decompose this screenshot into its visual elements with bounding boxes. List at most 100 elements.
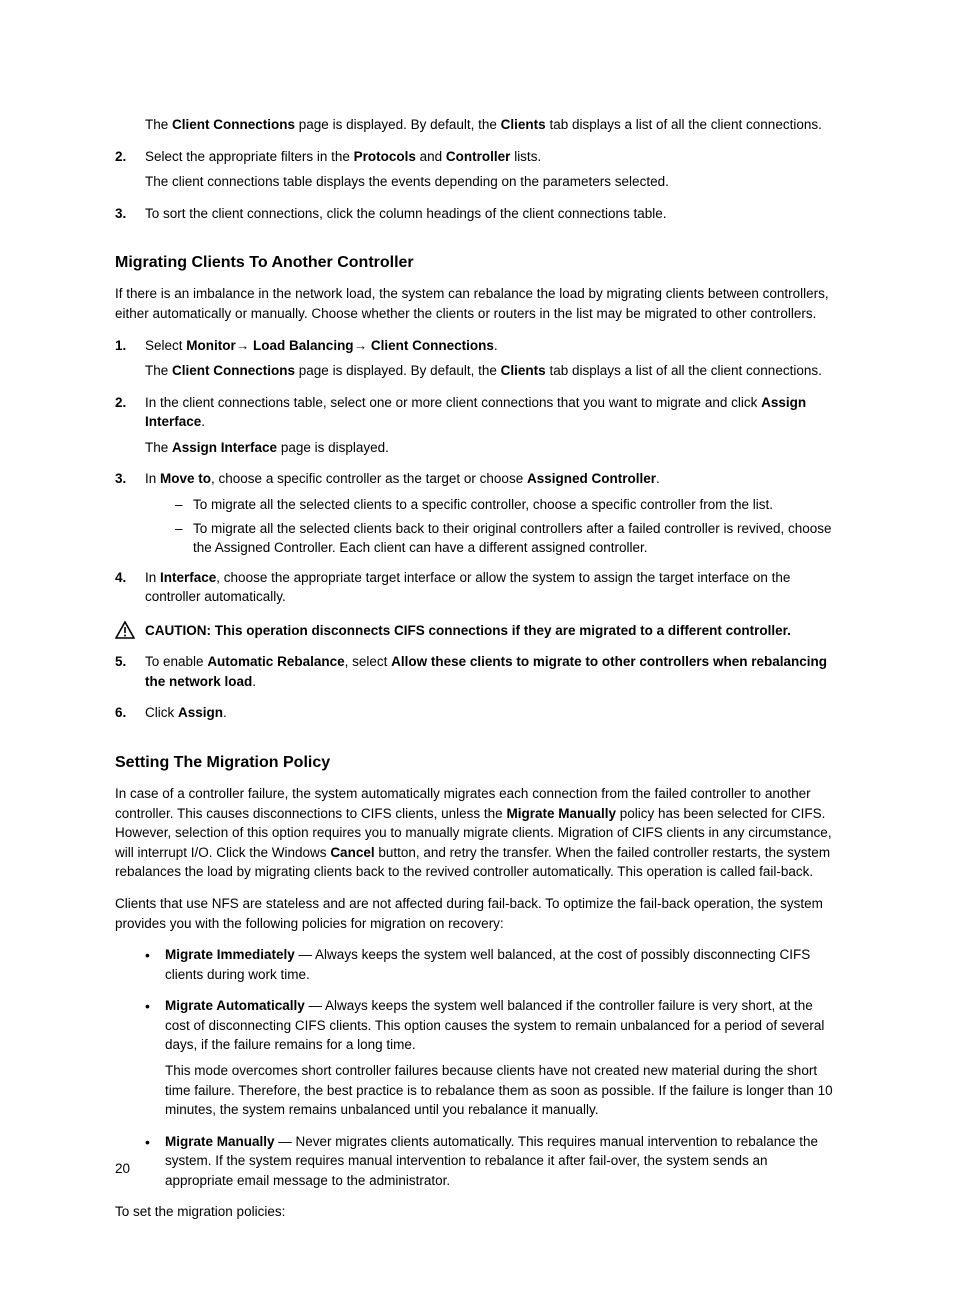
text-bold: Clients xyxy=(501,117,546,132)
text: The client connections table displays th… xyxy=(145,172,839,192)
dash-icon: – xyxy=(175,495,193,515)
text-bold: Clients xyxy=(501,363,546,378)
paragraph: To set the migration policies: xyxy=(115,1202,839,1222)
text-bold: Assign Interface xyxy=(172,440,277,455)
text-bold: Cancel xyxy=(330,845,374,860)
text: To sort the client connections, click th… xyxy=(145,204,839,224)
text-bold: Monitor xyxy=(186,338,236,353)
bullet-item: • Migrate Immediately — Always keeps the… xyxy=(115,945,839,990)
text: . xyxy=(656,471,660,486)
text-bold: Load Balancing xyxy=(253,338,354,353)
step-number: 2. xyxy=(115,393,145,464)
step-number: 3. xyxy=(115,469,145,561)
bullet-body: Migrate Manually — Never migrates client… xyxy=(165,1132,839,1197)
text: page is displayed. By default, the xyxy=(295,363,501,378)
step-body: To enable Automatic Rebalance, select Al… xyxy=(145,652,839,697)
step-number: 2. xyxy=(115,147,145,198)
arrow-icon: → xyxy=(236,338,253,353)
heading-migrating: Migrating Clients To Another Controller xyxy=(115,251,839,274)
step-body: To sort the client connections, click th… xyxy=(145,204,839,230)
mig-step-1: 1. Select Monitor→ Load Balancing→ Clien… xyxy=(115,336,839,387)
mig-step-6: 6. Click Assign. xyxy=(115,703,839,729)
dash-icon: – xyxy=(175,519,193,558)
text-bold: Assign xyxy=(178,705,223,720)
text-bold: Controller xyxy=(446,149,511,164)
sub-item: – To migrate all the selected clients to… xyxy=(175,495,839,515)
paragraph: Clients that use NFS are stateless and a… xyxy=(115,894,839,933)
bullet-item: • Migrate Manually — Never migrates clie… xyxy=(115,1132,839,1197)
step-continuation: The Client Connections page is displayed… xyxy=(115,115,839,141)
text: In xyxy=(145,471,160,486)
sub-list: – To migrate all the selected clients to… xyxy=(175,495,839,558)
text-bold: Migrate Immediately xyxy=(165,947,295,962)
text-bold: Migrate Manually xyxy=(506,806,616,821)
text: , choose the appropriate target interfac… xyxy=(145,570,790,605)
text-bold: Client Connections xyxy=(172,363,295,378)
text: tab displays a list of all the client co… xyxy=(546,363,822,378)
text: The xyxy=(145,117,172,132)
step-body: Select Monitor→ Load Balancing→ Client C… xyxy=(145,336,839,387)
caution-text: CAUTION: This operation disconnects CIFS… xyxy=(145,621,839,641)
text: Click xyxy=(145,705,178,720)
sub-item: – To migrate all the selected clients ba… xyxy=(175,519,839,558)
step-body: In Move to, choose a specific controller… xyxy=(145,469,839,561)
bullet-icon: • xyxy=(145,996,165,1125)
text: page is displayed. xyxy=(277,440,389,455)
step-number: 5. xyxy=(115,652,145,697)
step-2: 2. Select the appropriate filters in the… xyxy=(115,147,839,198)
text: and xyxy=(416,149,446,164)
step-number-blank xyxy=(115,115,145,141)
step-number: 1. xyxy=(115,336,145,387)
page-number: 20 xyxy=(115,1159,130,1179)
text-bold: Move to xyxy=(160,471,211,486)
arrow-icon: → xyxy=(354,338,371,353)
document-page: The Client Connections page is displayed… xyxy=(0,0,954,1294)
text: . xyxy=(252,674,256,689)
text-bold: Protocols xyxy=(354,149,416,164)
text: In the client connections table, select … xyxy=(145,395,761,410)
text: The xyxy=(145,363,172,378)
text: To migrate all the selected clients to a… xyxy=(193,495,773,515)
step-number: 4. xyxy=(115,568,145,613)
text: This mode overcomes short controller fai… xyxy=(165,1061,839,1120)
step-3: 3. To sort the client connections, click… xyxy=(115,204,839,230)
caution-icon xyxy=(115,621,139,645)
caution-note: CAUTION: This operation disconnects CIFS… xyxy=(115,621,839,645)
step-body: Click Assign. xyxy=(145,703,839,729)
text-bold: Migrate Manually xyxy=(165,1134,275,1149)
mig-step-3: 3. In Move to, choose a specific control… xyxy=(115,469,839,561)
text: . xyxy=(223,705,227,720)
text-bold: Interface xyxy=(160,570,216,585)
step-body: The Client Connections page is displayed… xyxy=(145,115,839,141)
text: To enable xyxy=(145,654,207,669)
mig-step-5: 5. To enable Automatic Rebalance, select… xyxy=(115,652,839,697)
text: The xyxy=(145,440,172,455)
text: lists. xyxy=(510,149,541,164)
text: , choose a specific controller as the ta… xyxy=(211,471,527,486)
mig-step-2: 2. In the client connections table, sele… xyxy=(115,393,839,464)
step-number: 6. xyxy=(115,703,145,729)
text: In xyxy=(145,570,160,585)
bullet-icon: • xyxy=(145,1132,165,1197)
text: tab displays a list of all the client co… xyxy=(546,117,822,132)
bullet-body: Migrate Automatically — Always keeps the… xyxy=(165,996,839,1125)
text-bold: Client Connections xyxy=(371,338,494,353)
text-bold: Migrate Automatically xyxy=(165,998,305,1013)
heading-policy: Setting The Migration Policy xyxy=(115,751,839,774)
step-body: In the client connections table, select … xyxy=(145,393,839,464)
paragraph: If there is an imbalance in the network … xyxy=(115,284,839,323)
text: page is displayed. By default, the xyxy=(295,117,501,132)
text: . xyxy=(201,414,205,429)
bullet-item: • Migrate Automatically — Always keeps t… xyxy=(115,996,839,1125)
step-body: In Interface, choose the appropriate tar… xyxy=(145,568,839,613)
bullet-body: Migrate Immediately — Always keeps the s… xyxy=(165,945,839,990)
text: Select xyxy=(145,338,186,353)
text-bold: Assigned Controller xyxy=(527,471,656,486)
text-bold: Client Connections xyxy=(172,117,295,132)
step-body: Select the appropriate filters in the Pr… xyxy=(145,147,839,198)
text: . xyxy=(494,338,498,353)
text: Select the appropriate filters in the xyxy=(145,149,354,164)
bullet-icon: • xyxy=(145,945,165,990)
paragraph: In case of a controller failure, the sys… xyxy=(115,784,839,882)
text: To migrate all the selected clients back… xyxy=(193,519,839,558)
